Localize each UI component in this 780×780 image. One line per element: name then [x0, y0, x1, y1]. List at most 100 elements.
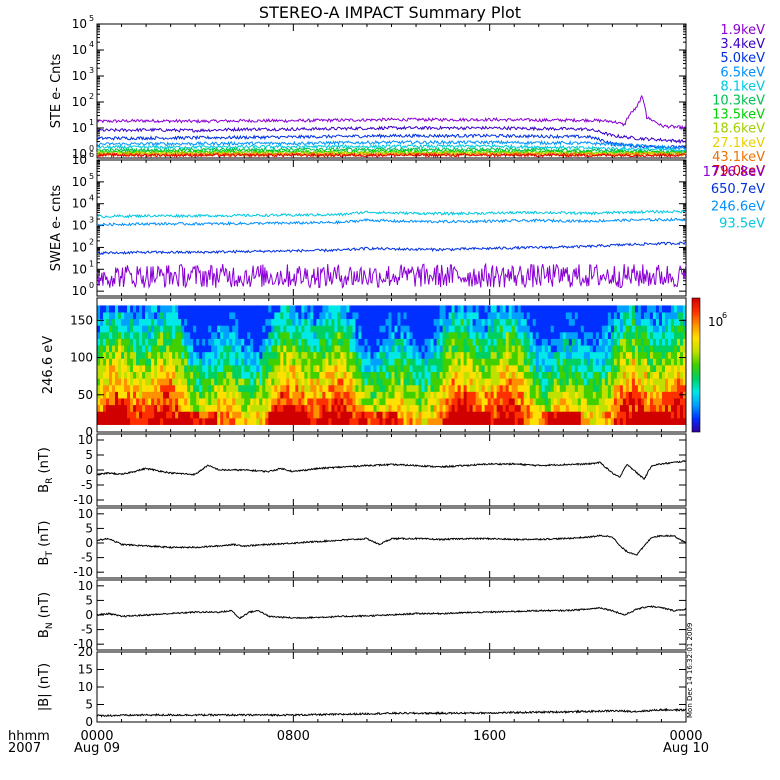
pad-cell: [388, 331, 392, 339]
pad-cell: [376, 358, 380, 366]
pad-cell: [643, 417, 648, 425]
pad-cell: [457, 318, 462, 326]
pad-cell: [463, 391, 468, 399]
pad-cell: [469, 398, 474, 406]
pad-cell: [661, 365, 666, 373]
pad-cell: [391, 345, 395, 353]
pad-cell: [163, 378, 167, 386]
pad-cell: [115, 331, 119, 339]
pad-cell: [613, 391, 618, 399]
pad-cell: [229, 391, 233, 399]
pad-cell: [106, 384, 110, 392]
pad-cell: [289, 371, 293, 379]
pad-cell: [634, 338, 639, 346]
pad-cell: [160, 305, 164, 313]
pad-cell: [310, 365, 314, 373]
pad-cell: [196, 358, 200, 366]
pad-cell: [367, 318, 371, 326]
pad-cell: [199, 404, 203, 412]
pad-cell: [355, 404, 359, 412]
pad-cell: [442, 325, 446, 333]
pad-cell: [430, 338, 434, 346]
pad-cell: [241, 325, 245, 333]
pad-cell: [595, 365, 600, 373]
pad-cell: [625, 338, 630, 346]
pad-cell: [361, 305, 365, 313]
pad-cell: [112, 325, 116, 333]
pad-cell: [196, 318, 200, 326]
swea-ylabel: SWEA e- cnts: [49, 185, 64, 272]
pad-cell: [496, 345, 501, 353]
pad-cell: [193, 398, 197, 406]
pad-cell: [289, 358, 293, 366]
pad-cell: [559, 345, 564, 353]
pad-cell: [517, 345, 522, 353]
pad-cell: [262, 404, 266, 412]
pad-cell: [160, 384, 164, 392]
pad-cell: [295, 318, 299, 326]
pad-cell: [268, 371, 272, 379]
pad-cell: [280, 325, 284, 333]
pad-cell: [181, 351, 185, 359]
pad-cell: [598, 411, 603, 419]
pad-cell: [157, 351, 161, 359]
pad-cell: [169, 417, 173, 425]
pad-cell: [502, 411, 507, 419]
pad-cell: [667, 371, 672, 379]
pad-cell: [289, 325, 293, 333]
pad-cell: [247, 404, 251, 412]
pad-cell: [319, 345, 323, 353]
pad-cell: [607, 358, 612, 366]
pad-cell: [604, 417, 609, 425]
pad-cell: [253, 331, 257, 339]
pad-cell: [268, 404, 272, 412]
pad-cell: [529, 318, 534, 326]
pad-cell: [496, 305, 501, 313]
pad-cell: [478, 318, 483, 326]
pad-cell: [385, 365, 389, 373]
pad-cell: [160, 391, 164, 399]
pad-cell: [454, 411, 459, 419]
pad-cell: [112, 358, 116, 366]
pad-cell: [568, 345, 573, 353]
pad-cell: [646, 318, 651, 326]
pad-cell: [115, 338, 119, 346]
pad-cell: [391, 411, 395, 419]
pad-cell: [151, 351, 155, 359]
pad-cell: [490, 371, 495, 379]
pad-cell: [298, 358, 302, 366]
pad-cell: [382, 365, 386, 373]
pad-cell: [439, 411, 443, 419]
pad-cell: [487, 331, 492, 339]
pad-cell: [496, 338, 501, 346]
pad-cell: [121, 365, 125, 373]
pad-cell: [400, 345, 404, 353]
pad-cell: [526, 358, 531, 366]
pad-cell: [514, 365, 519, 373]
pad-cell: [664, 384, 669, 392]
pad-cell: [514, 371, 519, 379]
pad-cell: [484, 351, 489, 359]
pad-cell: [541, 398, 546, 406]
pad-cell: [208, 358, 212, 366]
pad-cell: [214, 417, 218, 425]
pad-cell: [235, 404, 239, 412]
pad-cell: [448, 411, 453, 419]
pad-cell: [556, 325, 561, 333]
pad-cell: [640, 404, 645, 412]
pad-cell: [328, 358, 332, 366]
pad-cell: [664, 325, 669, 333]
pad-cell: [232, 404, 236, 412]
pad-cell: [484, 398, 489, 406]
pad-cell: [148, 365, 152, 373]
pad-cell: [121, 404, 125, 412]
pad-cell: [439, 305, 443, 313]
pad-cell: [337, 378, 341, 386]
pad-cell: [382, 345, 386, 353]
pad-cell: [451, 384, 456, 392]
pad-cell: [394, 384, 398, 392]
pad-cell: [574, 351, 579, 359]
pad-cell: [199, 384, 203, 392]
pad-cell: [550, 371, 555, 379]
pad-cell: [277, 305, 281, 313]
